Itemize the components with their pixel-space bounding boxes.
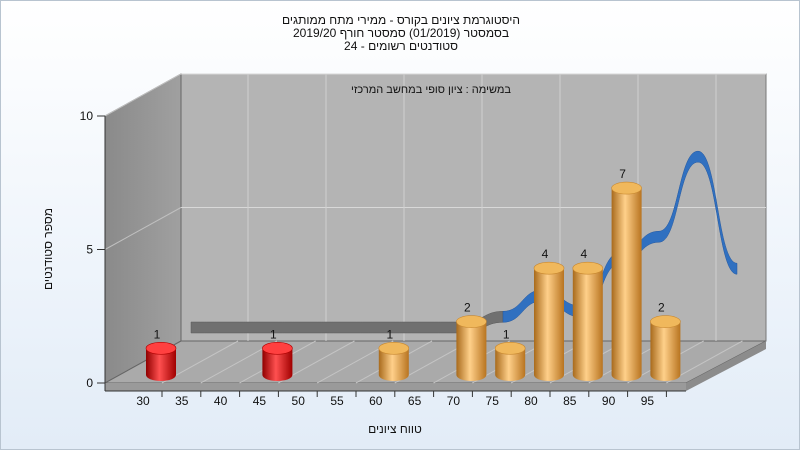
chart-title-line-1: היסטוגרמת ציונים בקורס - ממירי מתח ממותג…	[281, 13, 521, 27]
bar-top	[456, 315, 487, 328]
x-tick-label: 75	[486, 394, 500, 408]
bar-60	[378, 341, 410, 381]
bar-body	[534, 268, 564, 381]
bar-75	[494, 341, 526, 381]
bar-95	[650, 315, 681, 381]
y-tick-label: 5	[86, 243, 93, 257]
bar-value-label: 1	[503, 327, 510, 341]
bar-30	[145, 341, 177, 381]
bar-value-label: 1	[386, 327, 393, 341]
bar-body	[495, 348, 526, 381]
chart-title-line-3: סטודנטים רשומים - 24	[344, 39, 458, 53]
bar-value-label: 2	[658, 301, 665, 315]
bar-value-label: 2	[464, 301, 471, 315]
bar-body	[146, 348, 176, 381]
bar-body	[262, 348, 293, 381]
bar-body	[456, 321, 487, 381]
bar-80	[533, 261, 565, 381]
bar-70	[456, 315, 487, 381]
bar-value-label: 4	[580, 247, 587, 261]
bar-85	[572, 261, 604, 381]
bar-top	[145, 341, 177, 355]
bar-top	[650, 315, 681, 328]
y-tick-label: 10	[80, 109, 94, 123]
x-tick-label: 80	[524, 394, 538, 408]
x-tick-label: 70	[447, 394, 461, 408]
grid-line-h-side	[104, 73, 182, 117]
chart-floor-edge	[686, 341, 766, 391]
bar-body	[378, 348, 409, 381]
y-axis-label: מספר סטודנטים	[41, 207, 55, 291]
x-tick-label: 65	[408, 394, 422, 408]
bar-top	[611, 181, 642, 195]
chart-subtitle: במשימה : ציון סופי במחשב המרכזי	[351, 84, 511, 96]
y-tick-label: 0	[86, 376, 93, 390]
bar-value-label: 1	[154, 327, 161, 341]
chart-floor-front	[105, 383, 686, 391]
x-tick-label: 30	[136, 394, 150, 408]
bar-value-label: 7	[619, 167, 626, 181]
x-tick-label: 55	[330, 394, 344, 408]
x-tick-label: 35	[175, 394, 189, 408]
bar-body	[572, 268, 603, 381]
bar-value-label: 4	[542, 247, 549, 261]
x-tick-label: 95	[641, 394, 655, 408]
x-tick-label: 40	[214, 394, 228, 408]
bar-top	[262, 341, 293, 355]
bar-top	[533, 261, 565, 275]
x-tick-label: 45	[253, 394, 267, 408]
bar-top	[572, 261, 604, 275]
x-axis-label: טווח ציונים	[368, 422, 422, 436]
bar-45	[262, 341, 293, 381]
bar-top	[494, 341, 526, 355]
x-tick-label: 85	[563, 394, 577, 408]
x-tick-label: 50	[292, 394, 306, 408]
bar-90	[611, 181, 642, 381]
bar-body	[611, 188, 642, 381]
x-tick-label: 90	[602, 394, 616, 408]
x-tick-label: 60	[369, 394, 383, 408]
grid-line-h-side	[104, 207, 182, 250]
chart-title-line-2: בסמסטר (01/2019) סמסטר חורף 2019/20	[292, 26, 510, 40]
bar-value-label: 1	[270, 327, 277, 341]
bar-body	[650, 321, 681, 381]
bar-top	[378, 341, 410, 355]
